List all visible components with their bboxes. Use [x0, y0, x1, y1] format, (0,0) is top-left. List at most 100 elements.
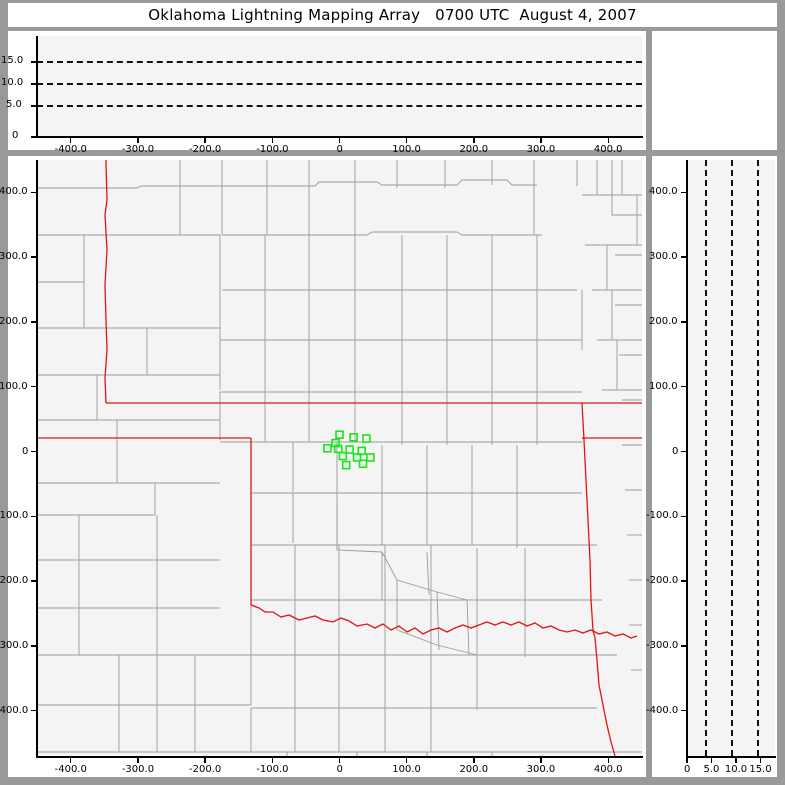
right-xlabel-1: 5.0	[703, 764, 720, 775]
vhf-source-marker	[366, 453, 375, 462]
right-xtick-1	[710, 757, 713, 763]
map-ylabel-8: 400.0	[0, 186, 28, 198]
right-gridline-15	[757, 160, 759, 756]
tl-ylabel-10: 10.0	[1, 77, 24, 88]
right-gridline-5	[705, 160, 707, 756]
tl-xtick-8	[607, 137, 610, 143]
map-ytick-6	[31, 321, 37, 323]
tl-xtick-2	[204, 137, 206, 143]
map-xlabel-0: -400.0	[54, 764, 87, 775]
vhf-source-marker	[338, 451, 348, 461]
map-ylabel-7: 300.0	[0, 251, 28, 263]
map-ytick-0	[31, 709, 37, 712]
vhf-source-marker	[335, 430, 344, 440]
top-left-plotarea	[37, 36, 642, 136]
map-xlabel-5: 100.0	[392, 764, 421, 775]
vhf-source-marker	[323, 443, 332, 453]
map-ylabel-5: 100.0	[0, 380, 28, 392]
state-boundaries	[37, 160, 642, 756]
tl-xlabel-6: 200.0	[459, 144, 489, 155]
map-y-axis	[36, 160, 38, 757]
page-title: Oklahoma Lightning Mapping Array 0700 UT…	[148, 6, 637, 24]
tl-ylabel-5: 5.0	[6, 99, 22, 110]
map-xlabel-4: 0	[336, 764, 343, 775]
map-ylabel-6: 200.0	[0, 315, 28, 327]
vhf-source-marker	[341, 460, 351, 470]
right-ytick-6	[681, 321, 687, 323]
map-xlabel-3: -100.0	[256, 764, 289, 775]
right-ytick-7	[681, 256, 687, 258]
top-left-x-axis	[36, 136, 643, 138]
right-ylabel-3: -100.0	[646, 510, 679, 522]
map-ytick-7	[31, 256, 37, 258]
tl-xtick-5	[405, 137, 408, 143]
map-xtick-6	[473, 757, 475, 763]
right-xlabel-0: 0	[684, 764, 691, 775]
right-ytick-5	[681, 385, 687, 388]
map-ylabel-4: 0	[22, 445, 29, 457]
right-plotarea	[687, 160, 775, 756]
right-x-axis	[686, 756, 776, 758]
tl-ytick-0	[31, 136, 37, 138]
map-xlabel-1: -300.0	[121, 764, 155, 775]
gridline-5	[37, 105, 642, 107]
tl-xtick-7	[540, 137, 542, 143]
map-xtick-5	[405, 757, 408, 763]
right-ylabel-5: 100.0	[649, 380, 678, 392]
vhf-source-marker	[357, 446, 367, 456]
tl-ylabel-0: 0	[12, 130, 19, 141]
map-xtick-4	[338, 757, 341, 763]
vhf-source-marker	[358, 459, 368, 469]
right-ylabel-7: 300.0	[649, 251, 678, 263]
top-left-y-axis	[36, 36, 38, 137]
tl-xlabel-5: 100.0	[392, 144, 421, 155]
map-xlabel-2: -200.0	[189, 764, 222, 775]
title-bar: Oklahoma Lightning Mapping Array 0700 UT…	[8, 3, 777, 27]
gridline-15	[37, 61, 642, 63]
map-plotarea[interactable]	[37, 160, 642, 756]
map-xlabel-6: 200.0	[459, 764, 489, 775]
right-y-axis	[686, 160, 688, 757]
vhf-source-marker	[333, 444, 343, 454]
vhf-source-marker	[345, 445, 354, 454]
tl-xtick-4	[338, 137, 341, 143]
tl-ytick-10	[31, 83, 37, 85]
right-ytick-1	[681, 645, 687, 647]
map-xtick-0	[69, 757, 72, 763]
tl-xtick-0	[69, 137, 72, 143]
tl-xtick-3	[271, 137, 274, 143]
map-xtick-1	[137, 757, 139, 763]
map-xlabel-8: 400.0	[593, 764, 623, 775]
map-xtick-8	[607, 757, 610, 763]
map-ylabel-3: -100.0	[0, 510, 29, 522]
tl-ytick-5	[31, 105, 37, 107]
tl-xlabel-3: -100.0	[256, 144, 289, 155]
map-x-axis	[36, 756, 643, 758]
map-ytick-1	[31, 645, 37, 647]
map-ytick-3	[31, 515, 37, 518]
right-ylabel-4: 0	[672, 445, 679, 457]
tl-xlabel-8: 400.0	[593, 144, 623, 155]
map-ytick-5	[31, 385, 37, 388]
right-ylabel-8: 400.0	[649, 186, 678, 198]
right-xtick-3	[759, 757, 762, 763]
vhf-source-markers	[323, 430, 375, 470]
tl-xlabel-7: 300.0	[526, 144, 556, 155]
tl-xlabel-4: 0	[336, 144, 343, 155]
map-ytick-2	[31, 580, 37, 582]
map-xtick-2	[204, 757, 206, 763]
right-ytick-8	[681, 191, 687, 194]
map-ytick-4	[31, 450, 37, 453]
vhf-source-marker	[362, 434, 371, 443]
tl-xlabel-0: -400.0	[54, 144, 87, 155]
right-gridline-10	[731, 160, 733, 756]
right-xlabel-3: 15.0	[749, 764, 772, 775]
right-ylabel-6: 200.0	[649, 315, 678, 327]
tl-ytick-15	[31, 61, 37, 63]
right-ytick-0	[681, 709, 687, 712]
top-right-panel	[652, 31, 777, 150]
map-ytick-8	[31, 191, 37, 194]
right-ytick-4	[681, 450, 687, 453]
map-ylabel-2: -200.0	[0, 575, 29, 587]
